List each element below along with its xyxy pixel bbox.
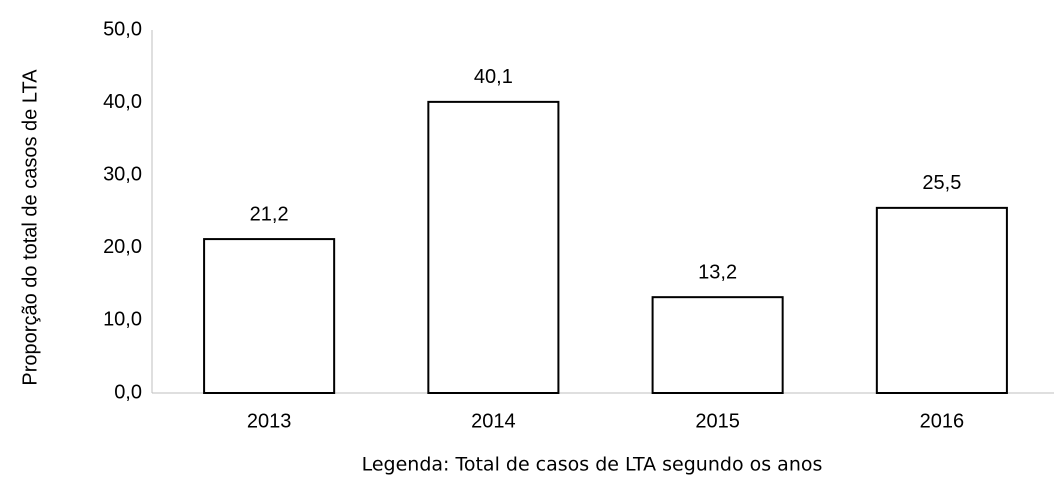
bar <box>203 238 336 394</box>
y-tick-label: 30,0 <box>103 163 142 185</box>
y-tick-label: 20,0 <box>103 236 142 258</box>
x-tick-label: 2015 <box>695 410 740 432</box>
x-tick-label: 2013 <box>247 410 292 432</box>
y-tick-label: 10,0 <box>103 309 142 331</box>
bar <box>651 296 784 394</box>
data-label: 25,5 <box>922 172 961 194</box>
y-tick-label: 0,0 <box>114 381 142 403</box>
bar <box>875 206 1008 394</box>
y-tick-label: 50,0 <box>103 18 142 40</box>
bar <box>427 100 560 395</box>
x-axis-title: Legenda: Total de casos de LTA segundo o… <box>362 454 823 476</box>
data-label: 13,2 <box>698 261 737 283</box>
data-label: 40,1 <box>474 66 513 88</box>
x-tick-label: 2014 <box>471 410 516 432</box>
x-tick-label: 2016 <box>920 410 965 432</box>
y-tick-label: 40,0 <box>103 91 142 113</box>
y-axis-title: Proporção do total de casos de LTA <box>19 69 42 386</box>
data-label: 21,2 <box>250 203 289 225</box>
